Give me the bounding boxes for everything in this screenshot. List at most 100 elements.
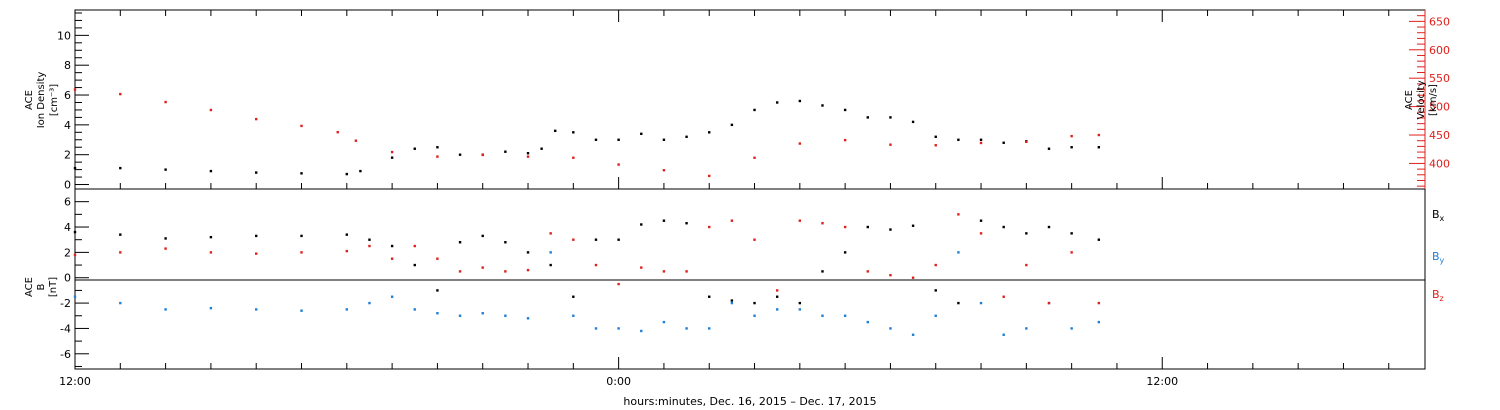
y-tick-label: 8 xyxy=(64,59,71,72)
by-point xyxy=(685,327,688,330)
by-point xyxy=(1025,327,1028,330)
density-point xyxy=(504,150,507,153)
by-point xyxy=(866,320,869,324)
density-point xyxy=(594,138,598,141)
bx-point xyxy=(889,228,892,231)
by-point xyxy=(1097,320,1101,324)
density-point xyxy=(1070,146,1073,149)
density-point xyxy=(458,153,462,156)
by-point xyxy=(119,301,122,305)
density-point xyxy=(436,146,439,149)
bx-point xyxy=(504,241,507,244)
density-point xyxy=(413,147,416,150)
bz-point xyxy=(504,270,507,273)
bx-point xyxy=(594,238,598,241)
by-point xyxy=(1002,333,1005,336)
data-points xyxy=(73,88,1101,336)
bz-point xyxy=(255,252,258,255)
density-point xyxy=(572,131,575,134)
by-point xyxy=(458,314,462,317)
time-tick-label: 12:00 xyxy=(1146,375,1178,388)
bx-point xyxy=(1002,225,1005,229)
density-point xyxy=(821,104,824,107)
velocity-point xyxy=(1070,134,1073,138)
by-point xyxy=(730,301,734,305)
velocity-axis-label-line1: ACE xyxy=(1404,90,1415,110)
bx-point xyxy=(821,270,824,273)
velocity-point xyxy=(1025,140,1028,144)
density-point xyxy=(255,171,258,174)
density-point xyxy=(934,135,937,138)
y-tick-label: 10 xyxy=(57,29,71,42)
bz-point xyxy=(640,266,643,269)
bx-point xyxy=(481,234,484,238)
velocity-point xyxy=(843,138,847,142)
density-point xyxy=(73,166,77,170)
density-point xyxy=(730,123,734,127)
bx-point xyxy=(1025,232,1028,235)
bz-point xyxy=(775,289,779,292)
field-axis-label-line3: [nT] xyxy=(48,277,59,297)
density-point xyxy=(685,135,688,138)
velocity-point xyxy=(119,92,122,96)
density-point xyxy=(119,166,122,170)
bx-point xyxy=(979,219,983,222)
bx-point xyxy=(345,233,349,236)
by-point xyxy=(73,295,77,298)
velocity-point xyxy=(300,124,303,128)
bx-point xyxy=(1047,225,1051,229)
y-tick-label: -6 xyxy=(60,348,71,361)
bz-point xyxy=(594,263,598,267)
bz-point xyxy=(458,270,462,273)
by-point xyxy=(889,327,892,330)
density-point xyxy=(866,116,869,119)
density-point xyxy=(775,101,779,104)
bz-point xyxy=(957,213,960,216)
legend: Bx By Bz xyxy=(1432,208,1445,303)
bx-point xyxy=(617,238,620,241)
y-tick-label: -4 xyxy=(60,322,71,335)
y-tick-label: 0 xyxy=(64,179,71,192)
density-point xyxy=(345,172,349,176)
y-tick-label: 6 xyxy=(64,196,71,209)
density-point xyxy=(1002,141,1005,144)
bz-point xyxy=(843,225,847,229)
by-point xyxy=(255,308,258,311)
bx-point xyxy=(775,295,779,298)
by-point xyxy=(549,251,552,254)
bz-point xyxy=(526,268,530,272)
density-point xyxy=(911,120,915,124)
density-point xyxy=(617,138,620,141)
density-point xyxy=(209,169,213,173)
density-axis-label-line3: [cm⁻³] xyxy=(49,84,60,116)
bx-point xyxy=(730,299,734,302)
bz-point xyxy=(889,273,892,277)
bx-point xyxy=(957,301,960,305)
velocity-point xyxy=(889,143,892,146)
bx-point xyxy=(549,263,552,267)
velocity-axis-label-line2: Velocity xyxy=(1416,80,1427,119)
bz-point xyxy=(662,270,666,273)
bx-point xyxy=(255,234,258,238)
velocity-point xyxy=(617,163,620,166)
bx-point xyxy=(390,244,394,248)
by-point xyxy=(390,295,394,298)
field-axis-label-line1: ACE xyxy=(24,277,35,297)
by-point xyxy=(617,327,620,330)
velocity-tick-label: 450 xyxy=(1429,129,1450,142)
bx-point xyxy=(209,235,213,239)
by-point xyxy=(594,327,598,330)
density-point xyxy=(979,138,983,141)
density-axis-label: ACE Ion Density [cm⁻³] xyxy=(24,72,60,129)
bx-point xyxy=(798,301,802,305)
velocity-point xyxy=(436,155,439,158)
bz-point xyxy=(436,257,439,260)
bx-point xyxy=(911,224,915,227)
bz-point xyxy=(753,238,756,241)
by-point xyxy=(209,306,213,310)
legend-entry-bx: Bx xyxy=(1432,208,1445,223)
velocity-tick-label: 600 xyxy=(1429,44,1450,57)
velocity-point xyxy=(255,117,258,121)
bz-point xyxy=(1070,251,1073,254)
